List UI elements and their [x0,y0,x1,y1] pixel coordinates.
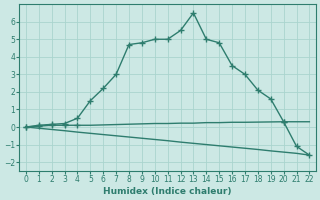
X-axis label: Humidex (Indice chaleur): Humidex (Indice chaleur) [103,187,232,196]
